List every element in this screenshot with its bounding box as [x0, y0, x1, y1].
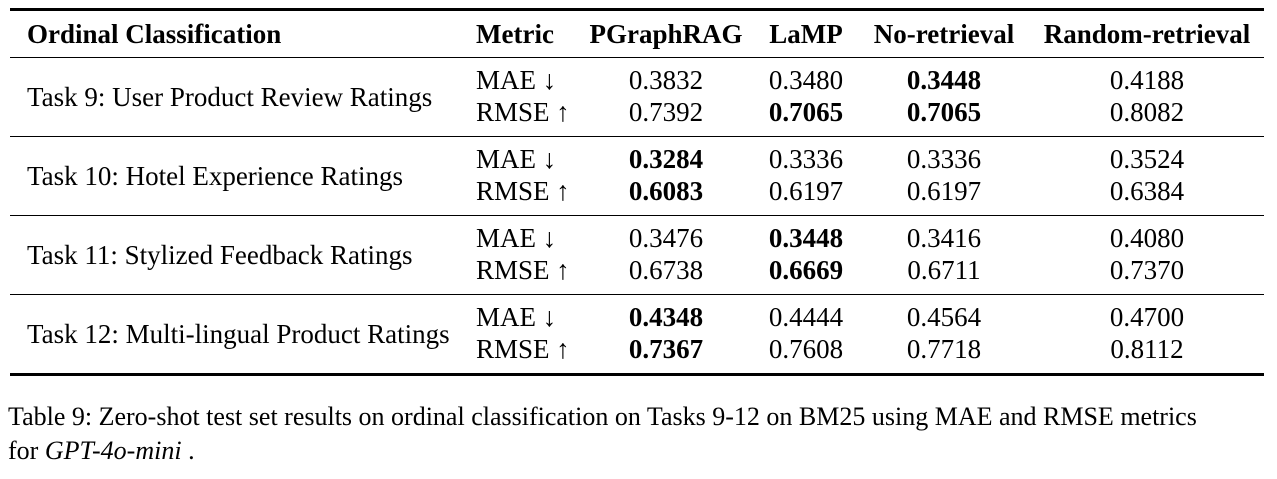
- metric-value: 0.3476: [628, 223, 704, 253]
- metric-value: 0.6384: [1109, 176, 1185, 206]
- metric-value: 0.3448: [906, 65, 982, 95]
- col-header-ordinal-classification: Ordinal Classification: [27, 19, 282, 49]
- metric-value: 0.6669: [768, 255, 844, 285]
- metric-value: 0.3448: [768, 223, 844, 253]
- metric-value: 0.8082: [1109, 97, 1185, 127]
- results-table: Ordinal Classification Metric PGraphRAG …: [10, 8, 1264, 376]
- col-header-no-retrieval: No-retrieval: [873, 19, 1015, 49]
- task-label: Task 9: User Product Review Ratings: [27, 82, 433, 112]
- metric-row: RMSE ↑ 0.7392 0.7065 0.7065 0.8082: [10, 96, 1264, 137]
- metric-value: 0.7608: [768, 334, 844, 364]
- metric-value: 0.7392: [628, 97, 704, 127]
- caption-suffix: .: [181, 436, 195, 465]
- metric-value: 0.3416: [906, 223, 982, 253]
- metric-name: MAE ↓: [476, 144, 557, 174]
- metric-name: RMSE ↑: [476, 97, 570, 127]
- metric-value: 0.6711: [907, 255, 981, 285]
- metric-row: Task 9: User Product Review Ratings MAE ↓…: [10, 58, 1264, 112]
- metric-name: MAE ↓: [476, 65, 557, 95]
- task-group: Task 12: Multi-lingual Product Ratings MA…: [10, 294, 1264, 375]
- metric-value: 0.7065: [768, 97, 844, 127]
- task-group: Task 11: Stylized Feedback Ratings MAE ↓ 0…: [10, 215, 1264, 295]
- col-header-random-retrieval: Random-retrieval: [1043, 19, 1251, 49]
- metric-value: 0.7718: [906, 334, 982, 364]
- metric-value: 0.6738: [628, 255, 704, 285]
- metric-value: 0.4348: [628, 302, 704, 332]
- caption-line1: Table 9: Zero-shot test set results on o…: [8, 402, 1197, 431]
- metric-row: Task 10: Hotel Experience Ratings MAE ↓ 0.…: [10, 137, 1264, 191]
- metric-value: 0.4188: [1109, 65, 1185, 95]
- task-group: Task 10: Hotel Experience Ratings MAE ↓ 0.…: [10, 136, 1264, 216]
- col-header-metric: Metric: [476, 19, 554, 49]
- metric-row: Task 12: Multi-lingual Product Ratings MA…: [10, 295, 1264, 349]
- metric-value: 0.8112: [1110, 334, 1184, 364]
- metric-name: RMSE ↑: [476, 176, 570, 206]
- metric-value: 0.3284: [628, 144, 704, 174]
- table-caption: Table 9: Zero-shot test set results on o…: [8, 400, 1272, 468]
- metric-value: 0.7370: [1109, 255, 1185, 285]
- metric-name: MAE ↓: [476, 223, 557, 253]
- metric-value: 0.3480: [768, 65, 844, 95]
- caption-line2-prefix: for: [8, 436, 45, 465]
- caption-model-name: GPT-4o-mini: [44, 436, 182, 465]
- col-header-lamp: LaMP: [769, 19, 843, 49]
- task-group: Task 9: User Product Review Ratings MAE ↓…: [10, 57, 1264, 137]
- task-label: Task 11: Stylized Feedback Ratings: [27, 240, 413, 270]
- metric-row: RMSE ↑ 0.6083 0.6197 0.6197 0.6384: [10, 175, 1264, 216]
- metric-value: 0.6083: [628, 176, 704, 206]
- metric-value: 0.6197: [906, 176, 982, 206]
- metric-value: 0.3832: [628, 65, 704, 95]
- metric-row: RMSE ↑ 0.6738 0.6669 0.6711 0.7370: [10, 254, 1264, 295]
- metric-value: 0.3336: [906, 144, 982, 174]
- metric-value: 0.7065: [906, 97, 982, 127]
- metric-name: MAE ↓: [476, 302, 557, 332]
- metric-value: 0.3524: [1109, 144, 1185, 174]
- task-label: Task 10: Hotel Experience Ratings: [27, 161, 404, 191]
- metric-value: 0.4564: [906, 302, 982, 332]
- metric-value: 0.3336: [768, 144, 844, 174]
- metric-value: 0.4700: [1109, 302, 1185, 332]
- metric-value: 0.4444: [768, 302, 844, 332]
- metric-value: 0.7367: [628, 334, 704, 364]
- metric-value: 0.6197: [768, 176, 844, 206]
- metric-name: RMSE ↑: [476, 255, 570, 285]
- metric-row: Task 11: Stylized Feedback Ratings MAE ↓ 0…: [10, 216, 1264, 270]
- metric-row: RMSE ↑ 0.7367 0.7608 0.7718 0.8112: [10, 333, 1264, 375]
- col-header-pgraphrag: PGraphRAG: [589, 19, 743, 49]
- metric-value: 0.4080: [1109, 223, 1185, 253]
- table-header: Ordinal Classification Metric PGraphRAG …: [10, 10, 1264, 58]
- metric-name: RMSE ↑: [476, 334, 570, 364]
- task-label: Task 12: Multi-lingual Product Ratings: [27, 319, 450, 349]
- header-row: Ordinal Classification Metric PGraphRAG …: [10, 10, 1264, 58]
